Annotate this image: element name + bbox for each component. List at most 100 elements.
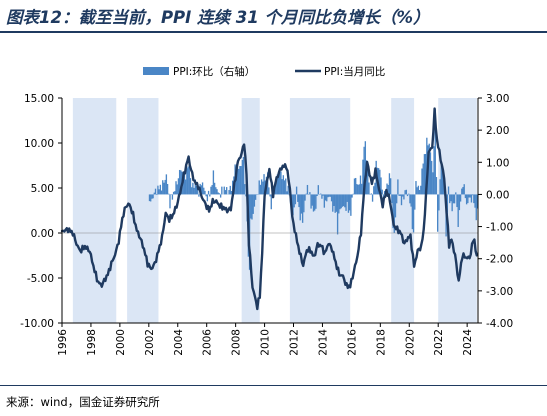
mom-bar bbox=[322, 194, 324, 196]
mom-bar bbox=[393, 194, 395, 233]
mom-bar bbox=[204, 190, 206, 195]
mom-bar bbox=[329, 194, 332, 197]
mom-bar bbox=[396, 194, 398, 204]
mom-bar bbox=[312, 194, 315, 212]
mom-bar bbox=[432, 172, 434, 195]
left-axis-ticks: 15.00 10.00 5.00 0.00 -5.00 -10.00 bbox=[20, 93, 62, 330]
mom-bar bbox=[344, 194, 346, 208]
chart-title: 图表12：截至当前，PPI 连续 31 个月同比负增长（%） bbox=[6, 8, 430, 27]
mom-bar bbox=[263, 174, 265, 195]
mom-bar bbox=[314, 194, 316, 211]
mom-bar bbox=[154, 188, 157, 195]
left-tick-label: 5.00 bbox=[31, 183, 54, 195]
mom-bar bbox=[418, 189, 421, 195]
mom-bar bbox=[342, 194, 345, 207]
mom-bar bbox=[306, 184, 309, 195]
mom-bar bbox=[439, 179, 441, 195]
mom-bar bbox=[177, 178, 180, 195]
mom-bar bbox=[392, 194, 394, 229]
mom-bar bbox=[320, 193, 322, 195]
mom-bar bbox=[357, 184, 359, 195]
mom-bar bbox=[464, 194, 467, 199]
x-tick-label: 2022 bbox=[433, 329, 445, 356]
mom-bar bbox=[350, 194, 352, 216]
mom-bar bbox=[192, 182, 194, 195]
left-tick-label: 0.00 bbox=[31, 228, 54, 240]
mom-bar bbox=[441, 170, 444, 195]
mom-bar bbox=[236, 165, 239, 195]
mom-bar bbox=[309, 192, 311, 195]
mom-bar bbox=[200, 185, 203, 195]
legend-swatch-bar bbox=[143, 67, 169, 75]
x-tick-label: 2018 bbox=[375, 329, 387, 356]
mom-bar bbox=[213, 182, 216, 195]
mom-bar bbox=[469, 194, 471, 198]
mom-bar bbox=[367, 169, 369, 195]
mom-bar bbox=[183, 173, 186, 195]
mom-bar bbox=[438, 194, 440, 211]
mom-bar bbox=[151, 194, 153, 199]
mom-bar bbox=[451, 194, 453, 212]
mom-bar bbox=[411, 194, 414, 230]
mom-bar bbox=[420, 185, 422, 195]
mom-bar bbox=[245, 194, 247, 197]
mom-bar bbox=[410, 194, 412, 207]
mom-bar bbox=[462, 186, 464, 195]
mom-bar bbox=[230, 190, 233, 195]
mom-bar bbox=[412, 194, 415, 233]
mom-bar bbox=[269, 194, 271, 197]
mom-bar bbox=[315, 194, 317, 209]
mom-bar bbox=[335, 194, 338, 212]
mom-bar bbox=[176, 184, 178, 195]
mom-bar bbox=[191, 187, 193, 195]
mom-bar bbox=[310, 194, 312, 209]
mom-bar bbox=[198, 194, 200, 197]
mom-bar bbox=[429, 152, 432, 195]
mom-bar bbox=[292, 194, 294, 216]
mom-bar bbox=[277, 175, 280, 195]
mom-bar bbox=[355, 177, 357, 195]
mom-bar bbox=[168, 193, 170, 195]
mom-bar bbox=[303, 194, 305, 213]
mom-bar bbox=[172, 191, 175, 195]
mom-bar bbox=[180, 170, 182, 195]
mom-bar bbox=[221, 186, 223, 195]
mom-bar bbox=[388, 173, 391, 195]
right-tick-label: 1.00 bbox=[486, 157, 509, 169]
mom-bar bbox=[406, 194, 409, 197]
mom-bar bbox=[295, 186, 298, 195]
mom-bar bbox=[364, 141, 367, 195]
mom-bar bbox=[293, 194, 295, 208]
mom-bar bbox=[262, 181, 264, 195]
mom-bar bbox=[473, 194, 475, 204]
mom-bar bbox=[417, 185, 420, 195]
mom-bar bbox=[405, 189, 408, 195]
mom-bar bbox=[305, 193, 307, 195]
mom-bar bbox=[334, 194, 336, 213]
shaded-period-1 bbox=[72, 98, 117, 323]
mom-bar bbox=[408, 193, 410, 195]
mom-bar bbox=[240, 166, 242, 195]
mom-bar bbox=[459, 194, 462, 202]
mom-bar bbox=[280, 171, 282, 195]
mom-bar bbox=[452, 194, 455, 204]
mom-bar bbox=[404, 190, 406, 195]
mom-bar bbox=[359, 175, 362, 195]
mom-bar bbox=[341, 194, 344, 207]
mom-bar bbox=[352, 193, 354, 195]
mom-bar bbox=[403, 194, 405, 200]
mom-bar bbox=[434, 108, 436, 195]
mom-bar bbox=[458, 194, 461, 211]
mom-bar bbox=[174, 191, 176, 195]
legend-label-bar: PPI:环比（右轴） bbox=[173, 65, 255, 78]
mom-bar bbox=[210, 186, 212, 195]
x-tick-label: 2006 bbox=[202, 329, 214, 356]
mom-bar bbox=[323, 194, 326, 208]
mom-bar bbox=[252, 194, 254, 214]
mom-bar bbox=[156, 194, 158, 195]
mom-bar bbox=[219, 194, 222, 198]
x-tick-label: 2024 bbox=[462, 329, 474, 356]
x-tick-label: 1996 bbox=[57, 329, 69, 356]
mom-bar bbox=[351, 194, 353, 198]
mom-bar bbox=[217, 192, 219, 195]
